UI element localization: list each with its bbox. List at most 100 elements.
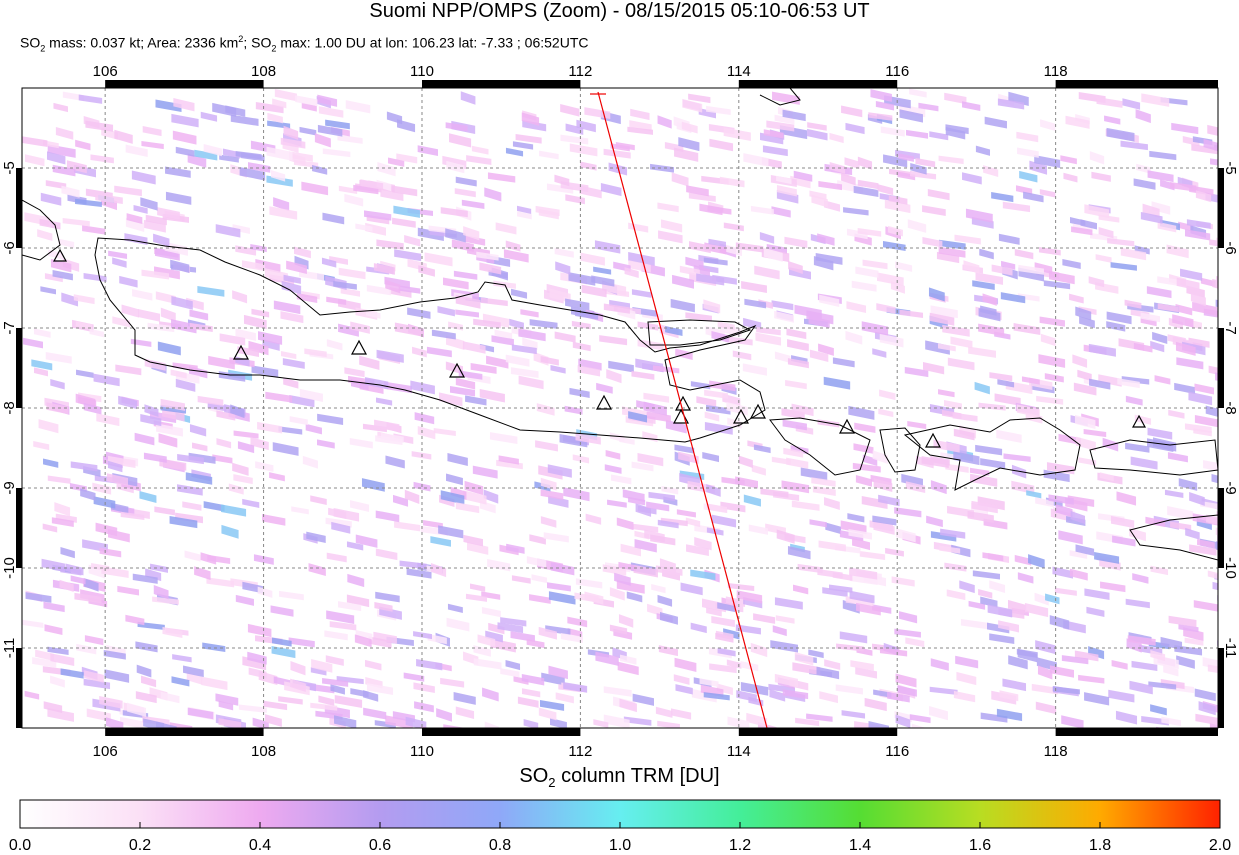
pixel xyxy=(53,102,68,113)
pixel xyxy=(471,145,489,155)
pixel xyxy=(165,166,191,178)
pixel xyxy=(872,604,892,614)
pixel xyxy=(818,540,846,552)
pixel xyxy=(980,458,1006,470)
pixel xyxy=(618,614,634,628)
pixel xyxy=(1002,201,1031,213)
volcano xyxy=(838,418,856,434)
pixel xyxy=(1193,600,1218,612)
pixel xyxy=(106,473,128,486)
pixel xyxy=(887,691,910,703)
pixel xyxy=(1014,249,1034,260)
pixel xyxy=(786,328,807,340)
pixel xyxy=(338,267,366,280)
pixel xyxy=(793,170,813,182)
pixel xyxy=(1147,170,1174,183)
pixel xyxy=(171,113,199,128)
pixel xyxy=(1206,514,1218,525)
pixel xyxy=(702,451,720,463)
pixel xyxy=(257,421,283,434)
pixel xyxy=(314,133,331,148)
pixel xyxy=(1194,414,1218,428)
pixel xyxy=(688,93,711,104)
pixel xyxy=(907,219,927,233)
pixel xyxy=(850,660,874,671)
subtitle-part: 2 xyxy=(271,43,277,54)
pixel xyxy=(781,407,805,420)
pixel xyxy=(1175,341,1196,356)
pixel xyxy=(194,566,211,580)
pixel xyxy=(177,453,204,465)
pixel xyxy=(856,602,881,616)
pixel xyxy=(885,547,904,557)
pixel xyxy=(453,691,476,705)
pixel xyxy=(1095,254,1112,263)
pixel xyxy=(59,579,74,592)
pixel xyxy=(219,333,246,346)
pixel xyxy=(783,447,804,458)
pixel xyxy=(338,323,359,337)
pixel xyxy=(665,419,687,434)
pixel xyxy=(340,287,361,297)
pixel xyxy=(328,507,347,519)
pixel xyxy=(255,102,284,114)
pixel xyxy=(60,547,75,559)
pixel xyxy=(754,265,780,280)
pixel xyxy=(982,552,1004,562)
pixel xyxy=(1191,144,1218,155)
pixel xyxy=(622,489,645,503)
pixel xyxy=(247,651,267,665)
pixel xyxy=(446,160,465,174)
pixel xyxy=(446,473,463,486)
pixel xyxy=(326,552,347,563)
pixel xyxy=(661,485,679,495)
x-tick-label: 106 xyxy=(93,743,118,760)
pixel xyxy=(1063,172,1078,183)
pixel xyxy=(1086,606,1105,618)
pixel xyxy=(481,591,501,600)
pixel xyxy=(944,562,967,572)
pixel xyxy=(144,404,159,417)
pixel xyxy=(263,700,288,711)
pixel xyxy=(404,489,420,504)
pixel xyxy=(928,287,945,302)
pixel xyxy=(842,600,860,614)
y-tick-label: -8 xyxy=(1,401,18,414)
pixel xyxy=(377,162,396,177)
pixel xyxy=(207,402,227,412)
pixel xyxy=(143,452,167,463)
pixel xyxy=(816,666,840,680)
pixel xyxy=(1061,655,1089,665)
pixel xyxy=(1037,665,1053,680)
grid xyxy=(22,88,1218,728)
pixel xyxy=(250,437,269,451)
pixel xyxy=(1079,316,1095,329)
pixel xyxy=(829,132,844,144)
pixel xyxy=(726,659,742,669)
pixel xyxy=(808,649,824,659)
pixel xyxy=(216,438,232,449)
pixel xyxy=(1098,226,1114,239)
pixel xyxy=(1038,246,1061,256)
pixel xyxy=(567,628,583,638)
x-tick-label: 118 xyxy=(1044,63,1068,80)
pixel xyxy=(455,706,475,719)
pixel xyxy=(849,590,875,604)
pixel xyxy=(1198,701,1216,716)
pixel xyxy=(120,716,144,728)
pixel xyxy=(848,529,872,540)
pixel xyxy=(326,296,347,305)
pixel xyxy=(154,266,180,280)
pixel xyxy=(835,684,863,695)
pixel xyxy=(173,97,195,112)
pixel xyxy=(711,331,729,343)
pixel xyxy=(699,678,719,688)
x-tick-label: 112 xyxy=(568,743,592,760)
pixel xyxy=(114,185,142,197)
label-part: column TRM [DU] xyxy=(555,765,720,787)
pixel xyxy=(203,143,222,157)
pixel xyxy=(322,677,349,687)
pixel xyxy=(95,193,123,204)
pixel xyxy=(690,569,716,581)
pixel xyxy=(742,363,767,376)
